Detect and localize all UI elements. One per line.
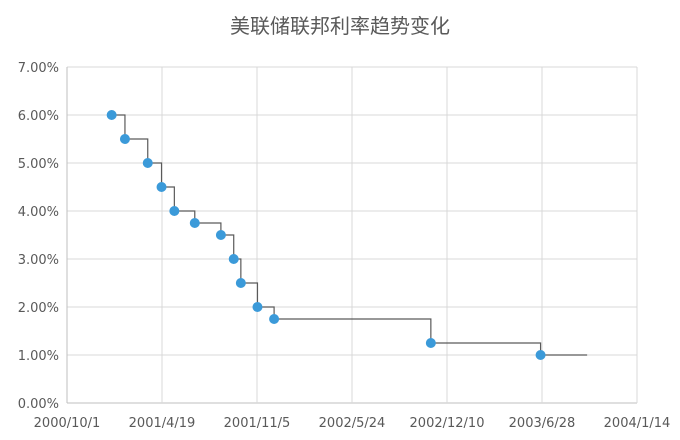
x-tick-label: 2002/5/24 xyxy=(319,416,386,431)
y-tick-label: 7.00% xyxy=(18,61,59,76)
data-point xyxy=(252,302,263,312)
x-tick-label: 2001/4/19 xyxy=(129,416,196,431)
data-point xyxy=(235,278,246,288)
grid xyxy=(66,66,638,404)
markers xyxy=(106,110,546,360)
data-point xyxy=(156,182,167,192)
chart-title: 美联储联邦利率趋势变化 xyxy=(230,14,450,38)
y-tick-label: 6.00% xyxy=(18,109,59,124)
x-tick-label: 2004/1/14 xyxy=(604,416,671,431)
y-tick-label: 2.00% xyxy=(18,301,59,316)
data-point xyxy=(189,218,200,228)
axes: 0.00% 1.00% 2.00% 3.00% 4.00% 5.00% 6.00% 7.00%… xyxy=(18,61,671,431)
x-tick-label: 2002/12/10 xyxy=(410,416,485,431)
data-point xyxy=(106,110,117,120)
y-tick-label: 0.00% xyxy=(18,397,59,412)
series-step-line xyxy=(111,114,588,356)
x-tick-label: 2000/10/1 xyxy=(34,416,101,431)
data-point xyxy=(269,314,280,324)
data-point xyxy=(535,350,546,360)
y-tick-label: 5.00% xyxy=(18,157,59,172)
x-tick-label: 2003/6/28 xyxy=(509,416,576,431)
data-point xyxy=(215,230,226,240)
series-fed-rate xyxy=(111,114,588,356)
data-point xyxy=(142,158,153,168)
data-point xyxy=(228,254,239,264)
data-point xyxy=(119,134,130,144)
data-point xyxy=(169,206,180,216)
y-tick-label: 3.00% xyxy=(18,253,59,268)
x-tick-label: 2001/11/5 xyxy=(224,416,291,431)
y-tick-label: 1.00% xyxy=(18,349,59,364)
y-tick-label: 4.00% xyxy=(18,205,59,220)
data-point xyxy=(425,338,436,348)
